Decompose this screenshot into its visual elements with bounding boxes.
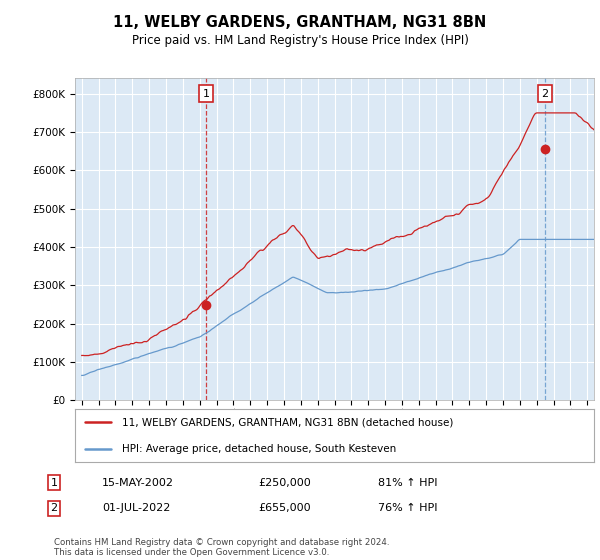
Text: 1: 1 [202,88,209,99]
Text: Contains HM Land Registry data © Crown copyright and database right 2024.
This d: Contains HM Land Registry data © Crown c… [54,538,389,557]
Text: HPI: Average price, detached house, South Kesteven: HPI: Average price, detached house, Sout… [122,444,396,454]
Text: 01-JUL-2022: 01-JUL-2022 [102,503,170,514]
Text: £655,000: £655,000 [258,503,311,514]
Text: 1: 1 [50,478,58,488]
Text: 81% ↑ HPI: 81% ↑ HPI [378,478,437,488]
Text: 11, WELBY GARDENS, GRANTHAM, NG31 8BN: 11, WELBY GARDENS, GRANTHAM, NG31 8BN [113,15,487,30]
Text: Price paid vs. HM Land Registry's House Price Index (HPI): Price paid vs. HM Land Registry's House … [131,34,469,46]
Text: 76% ↑ HPI: 76% ↑ HPI [378,503,437,514]
Text: 2: 2 [542,88,548,99]
Text: 15-MAY-2002: 15-MAY-2002 [102,478,174,488]
Text: 11, WELBY GARDENS, GRANTHAM, NG31 8BN (detached house): 11, WELBY GARDENS, GRANTHAM, NG31 8BN (d… [122,417,453,427]
Text: £250,000: £250,000 [258,478,311,488]
Text: 2: 2 [50,503,58,514]
